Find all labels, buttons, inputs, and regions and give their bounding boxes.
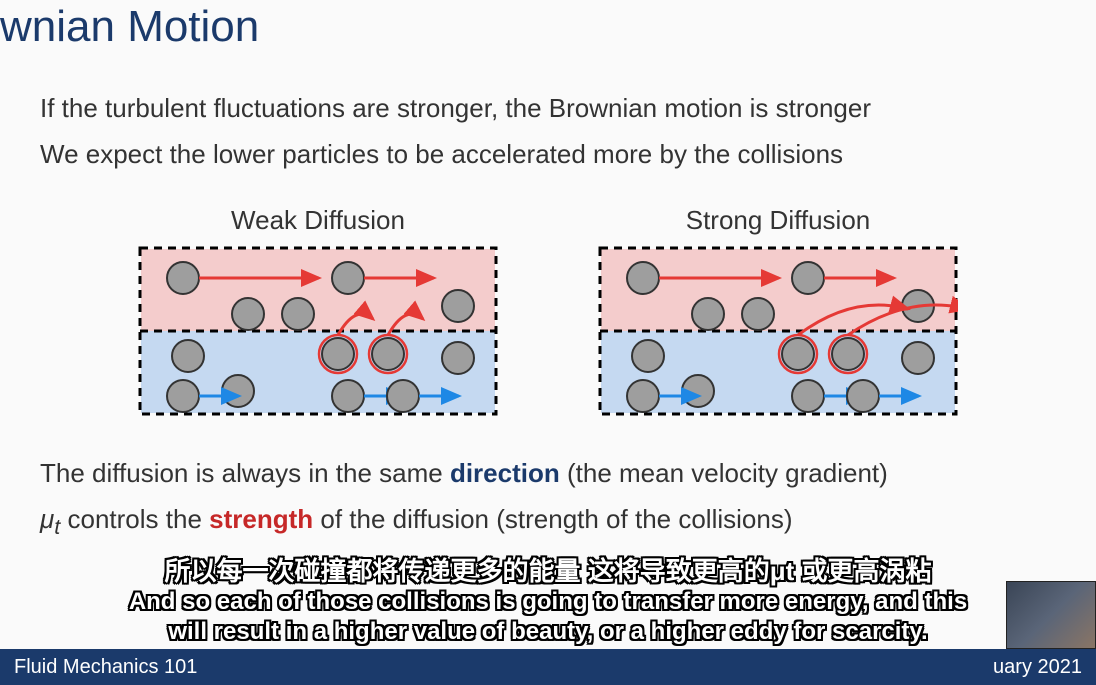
bottom-line-1: The diffusion is always in the same dire… — [40, 451, 1056, 497]
diagram-row: Weak Diffusion Strong Diffusion — [40, 205, 1056, 421]
strength-word: strength — [209, 504, 313, 534]
intro-line-2: We expect the lower particles to be acce… — [40, 132, 1056, 178]
slide: wnian Motion If the turbulent fluctuatio… — [0, 0, 1096, 685]
weak-diffusion-svg — [138, 246, 498, 416]
footer-right: uary 2021 — [993, 656, 1082, 679]
strong-diffusion-label: Strong Diffusion — [598, 205, 958, 236]
strong-diffusion-svg — [598, 246, 958, 416]
text: The diffusion is always in the same — [40, 458, 450, 488]
direction-word: direction — [450, 458, 560, 488]
intro-line-1: If the turbulent fluctuations are strong… — [40, 86, 1056, 132]
slide-title: wnian Motion — [0, 2, 1056, 52]
strong-diffusion-diagram: Strong Diffusion — [598, 205, 958, 421]
footer-bar: Fluid Mechanics 101 uary 2021 — [0, 649, 1096, 685]
bottom-text: The diffusion is always in the same dire… — [40, 451, 1056, 546]
footer-left: Fluid Mechanics 101 — [14, 656, 197, 679]
mu-t-symbol: μt — [40, 504, 60, 534]
bottom-line-2: μt controls the strength of the diffusio… — [40, 497, 1056, 546]
text: of the diffusion (strength of the collis… — [313, 504, 792, 534]
webcam-thumbnail — [1006, 581, 1096, 649]
intro-text: If the turbulent fluctuations are strong… — [40, 86, 1056, 177]
weak-diffusion-diagram: Weak Diffusion — [138, 205, 498, 421]
mu: μ — [40, 504, 54, 534]
text: controls the — [60, 504, 209, 534]
weak-diffusion-label: Weak Diffusion — [138, 205, 498, 236]
text: (the mean velocity gradient) — [560, 458, 888, 488]
